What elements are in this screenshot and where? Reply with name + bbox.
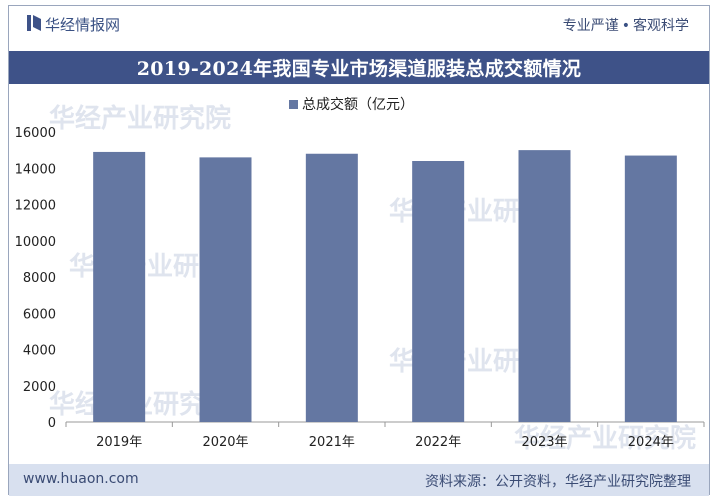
- brand-name: 华经情报网: [45, 16, 121, 34]
- bar[interactable]: [412, 161, 465, 422]
- legend-label: 总成交额（亿元）: [302, 96, 414, 113]
- bar[interactable]: [93, 151, 146, 422]
- y-tick-label: 2000: [23, 380, 56, 395]
- x-tick-label: 2023年: [521, 435, 567, 450]
- tagline-left: 专业严谨: [562, 18, 619, 34]
- bar[interactable]: [305, 153, 358, 422]
- x-tick-label: 2019年: [96, 435, 142, 450]
- x-tick-label: 2021年: [309, 435, 355, 450]
- bar-chart: 总成交额（亿元） 0 2000 4000 6000 8000 10000 12000 14000…: [15, 96, 705, 450]
- title-bar: 2019-2024年我国专业市场渠道服装总成交额情况: [9, 51, 709, 84]
- bar[interactable]: [624, 155, 677, 422]
- source-note: 资料来源：公开资料，华经产业研究院整理: [425, 474, 691, 490]
- x-tick-label: 2024年: [628, 435, 674, 450]
- bar[interactable]: [199, 157, 252, 422]
- y-tick-label: 0: [48, 416, 56, 431]
- x-tick-label: 2020年: [202, 435, 248, 450]
- chart-frame: 华经情报网 专业严谨 • 客观科学 2019-2024年我国专业市场渠道服装总成交额…: [8, 5, 710, 496]
- y-tick-label: 12000: [15, 199, 56, 214]
- y-tick-label: 6000: [23, 307, 56, 322]
- y-tick-label: 4000: [23, 344, 56, 359]
- website-link[interactable]: www.huaon.com: [23, 471, 139, 487]
- y-tick-label: 10000: [15, 235, 56, 250]
- tagline: 专业严谨 • 客观科学: [563, 15, 689, 35]
- footer-bar: www.huaon.com 资料来源：公开资料，华经产业研究院整理: [9, 464, 709, 496]
- chart-title: 2019-2024年我国专业市场渠道服装总成交额情况: [136, 58, 582, 80]
- x-tick-label: 2022年: [415, 435, 461, 450]
- legend-swatch: [289, 100, 298, 109]
- header-bar: 华经情报网 专业严谨 • 客观科学: [9, 6, 709, 40]
- tagline-separator: •: [621, 18, 630, 34]
- bar[interactable]: [518, 150, 571, 422]
- y-tick-label: 8000: [23, 271, 56, 286]
- y-tick-label: 14000: [15, 162, 56, 177]
- tagline-right: 客观科学: [633, 18, 689, 34]
- huajing-logo-icon: [27, 15, 41, 31]
- y-tick-label: 16000: [15, 126, 56, 141]
